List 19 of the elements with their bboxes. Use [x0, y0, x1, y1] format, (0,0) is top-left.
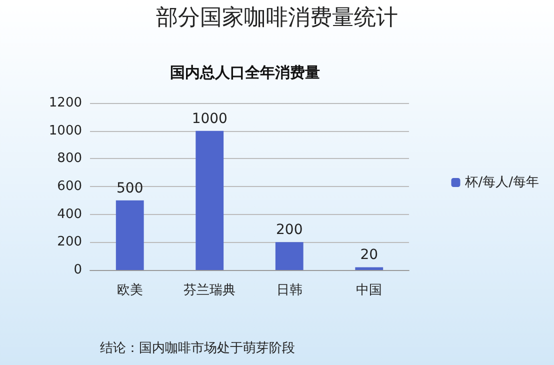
x-tick-label: 欧美	[116, 282, 143, 298]
data-label: 500	[116, 180, 144, 196]
x-tick-label: 日韩	[276, 283, 302, 298]
chart-title: 部分国家咖啡消费量统计	[156, 6, 398, 30]
legend-label: 杯/每人/每年	[464, 175, 540, 190]
y-tick-label: 200	[57, 234, 82, 250]
y-tick-label: 400	[57, 206, 82, 222]
y-tick-label: 1000	[48, 123, 82, 138]
data-label: 20	[360, 247, 378, 264]
x-tick-label: 芬兰瑞典	[184, 283, 236, 298]
x-tick-label: 中国	[356, 283, 382, 298]
y-tick-label: 0	[74, 262, 82, 278]
text: 结论：国内咖啡市场处于萌芽阶段	[100, 341, 295, 356]
data-label: 1000	[192, 110, 228, 127]
y-tick-label: 1200	[48, 96, 82, 110]
y-tick-label: 800	[57, 151, 82, 166]
chart-subtitle: 国内总人口全年消费量	[170, 64, 320, 82]
data-label: 200	[276, 222, 303, 238]
y-tick-label: 600	[57, 179, 82, 194]
